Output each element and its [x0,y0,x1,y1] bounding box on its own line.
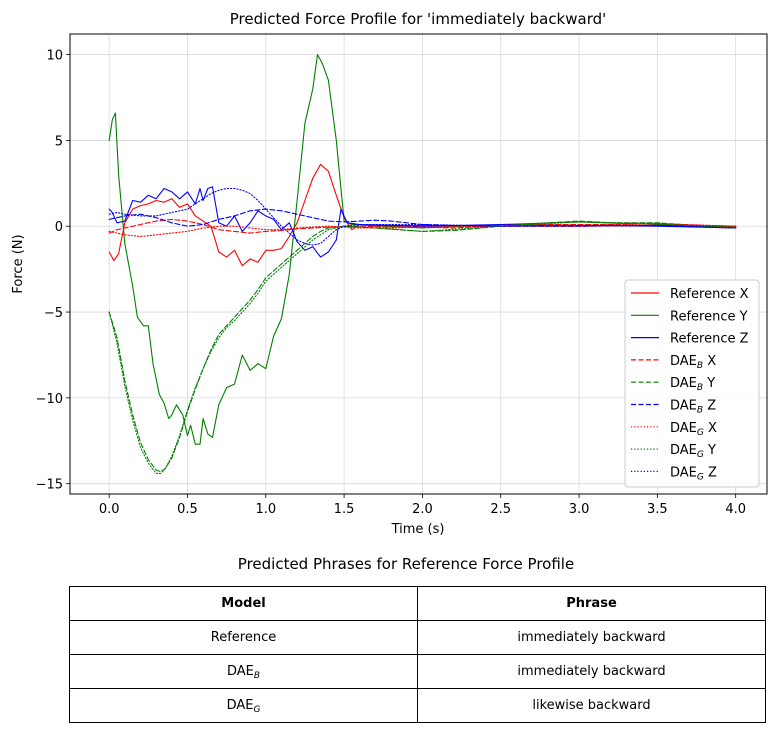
cell-phrase: immediately backward [417,654,766,689]
header-phrase: Phrase [417,586,766,621]
table-row: DAEB immediately backward [69,654,766,689]
model-name: DAE [226,664,254,679]
x-tick-label: 2.0 [412,502,433,517]
table-row: Reference immediately backward [69,620,766,655]
y-axis-label: Force (N) [11,234,26,293]
legend-label: DAEG Y [670,443,716,460]
chart-title: Predicted Force Profile for 'immediately… [230,10,607,28]
series-line [108,187,737,246]
y-tick-label: 5 [55,134,63,149]
x-tick-label: 1.0 [255,502,276,517]
table-header-row: Model Phrase [69,586,766,621]
force-profile-chart: Predicted Force Profile for 'immediately… [11,10,768,537]
x-tick-label: 2.5 [490,502,511,517]
series-line [108,54,737,445]
cell-model: DAEB [69,654,418,689]
table-title: Predicted Phrases for Reference Force Pr… [237,555,575,573]
x-tick-label: 3.0 [569,502,590,517]
legend-label: Reference Y [670,309,748,324]
table-row: DAEG likewise backward [69,688,766,723]
plot-frame [69,33,768,495]
model-name: DAE [226,698,254,713]
y-tick-label: 0 [55,220,63,235]
axis-ticks: 0.0 0.5 1.0 1.5 2.0 2.5 3.0 3.5 4.0 −15 −10 −5 0 5 10 [36,49,746,517]
cell-model: DAEG [69,688,418,723]
y-tick-label: −10 [36,392,63,407]
series-line [108,218,737,234]
legend-label: DAEG X [670,421,717,438]
x-tick-label: 4.0 [725,502,746,517]
cell-phrase: immediately backward [417,620,766,655]
model-subscript: B [253,671,261,681]
data-series [108,54,737,474]
series-line [108,208,737,229]
legend-label: DAEB Z [670,399,716,416]
legend-label: Reference X [670,287,749,302]
series-line [108,223,737,238]
cell-phrase: likewise backward [417,688,766,723]
legend-label: Reference Z [670,332,749,347]
model-name: Reference [210,630,277,645]
x-tick-label: 1.5 [334,502,355,517]
x-tick-label: 0.5 [177,502,198,517]
legend: Reference X Reference Y Reference Z DAEB X D… [624,279,760,488]
y-tick-label: 10 [46,49,63,64]
cell-model: Reference [69,620,418,655]
series-line [108,186,737,258]
legend-label: DAEG Z [670,465,717,482]
model-subscript: G [253,705,261,715]
legend-box [624,279,760,488]
legend-label: DAEB Y [670,376,715,393]
x-tick-label: 3.5 [647,502,668,517]
header-model: Model [69,586,418,621]
y-tick-label: −5 [44,306,63,321]
legend-label: DAEB X [670,354,716,371]
x-tick-label: 0.0 [99,502,120,517]
phrases-table: Model Phrase Reference immediately backw… [69,586,766,723]
y-tick-label: −15 [36,478,63,493]
x-axis-label: Time (s) [391,522,445,537]
series-line [108,220,737,473]
